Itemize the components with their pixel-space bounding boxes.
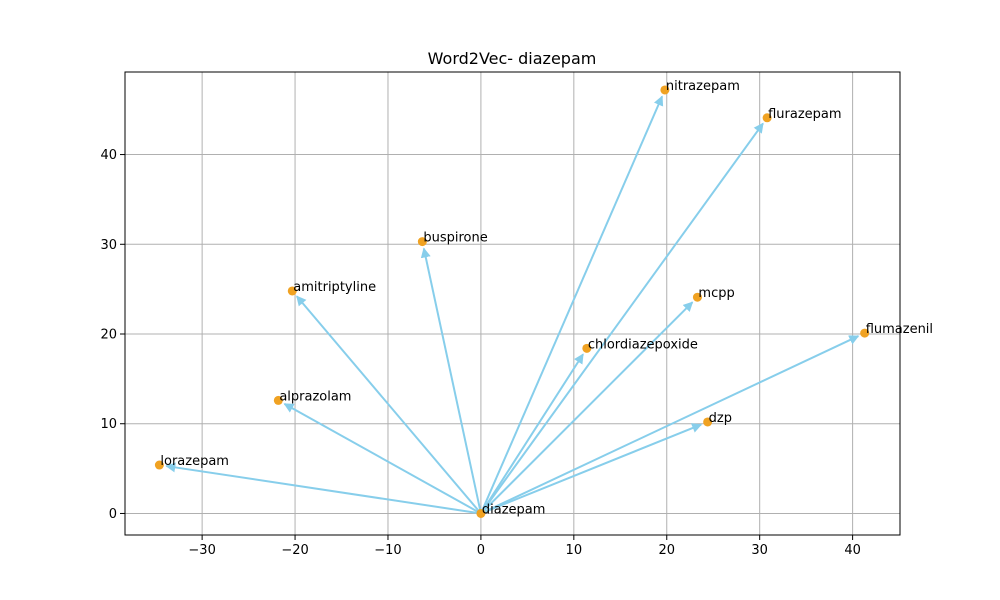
axis-ticks: −30 −20 −10 0 10 20 30 40 0 10 20 30 40 <box>100 148 860 558</box>
y-tick-label: 0 <box>109 507 117 522</box>
point-labels: diazepam nitrazepam flurazepam buspirone ami… <box>160 79 933 518</box>
y-tick-label: 40 <box>100 148 117 163</box>
label-dzp: dzp <box>709 411 732 426</box>
arrow-nitrazepam <box>479 95 664 514</box>
label-buspirone: buspirone <box>423 231 487 246</box>
x-tick-label: −20 <box>281 543 308 558</box>
x-tick-label: −10 <box>374 543 401 558</box>
label-alprazolam: alprazolam <box>279 389 351 404</box>
point-chlordiazepoxide <box>582 343 592 353</box>
x-tick-label: 0 <box>477 543 485 558</box>
point-flurazepam <box>762 113 772 123</box>
y-tick-label: 20 <box>100 328 117 343</box>
x-tick-label: 30 <box>751 543 768 558</box>
vector-arrows <box>165 95 860 515</box>
arrow-dzp <box>480 423 703 515</box>
label-diazepam: diazepam <box>482 502 546 517</box>
y-tick-label: 10 <box>100 417 117 432</box>
data-points <box>154 85 870 518</box>
arrow-chlordiazepoxide <box>480 353 584 515</box>
arrow-buspirone <box>420 247 482 514</box>
label-nitrazepam: nitrazepam <box>666 79 740 94</box>
label-flurazepam: flurazepam <box>768 107 841 122</box>
grid-lines <box>125 72 900 535</box>
label-flumazenil: flumazenil <box>866 322 933 337</box>
point-buspirone <box>417 237 427 247</box>
point-amitriptyline <box>287 286 297 296</box>
arrow-flurazepam <box>480 122 764 515</box>
arrow-mcpp <box>480 301 694 515</box>
arrow-flumazenil <box>480 335 860 515</box>
chart-title: Word2Vec- diazepam <box>428 49 597 68</box>
x-tick-label: 20 <box>658 543 675 558</box>
arrow-lorazepam <box>165 462 482 515</box>
x-tick-label: 10 <box>566 543 583 558</box>
label-mcpp: mcpp <box>698 286 734 301</box>
x-tick-label: −30 <box>188 543 215 558</box>
plot-frame <box>124 71 901 536</box>
label-lorazepam: lorazepam <box>160 454 229 469</box>
x-tick-label: 40 <box>844 543 861 558</box>
point-mcpp <box>692 292 702 302</box>
point-dzp <box>703 417 713 427</box>
label-amitriptyline: amitriptyline <box>293 280 376 295</box>
arrow-alprazolam <box>283 402 482 515</box>
point-nitrazepam <box>660 85 670 95</box>
point-diazepam <box>476 508 486 518</box>
point-alprazolam <box>273 395 283 405</box>
y-tick-label: 30 <box>100 238 117 253</box>
point-flumazenil <box>860 328 870 338</box>
arrow-amitriptyline <box>296 295 482 515</box>
label-chlordiazepoxide: chlordiazepoxide <box>588 337 698 352</box>
point-lorazepam <box>154 460 164 470</box>
